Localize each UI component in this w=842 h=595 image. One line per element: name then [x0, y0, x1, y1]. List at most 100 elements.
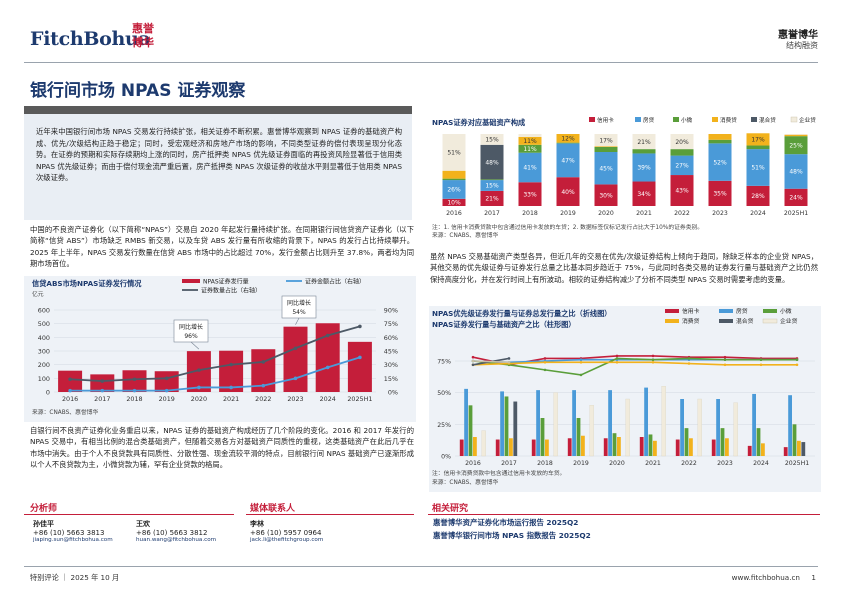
stack-segment-2: [480, 179, 504, 181]
x-tick-label: 2022: [681, 460, 697, 467]
legend-label-1: 房贷: [643, 116, 655, 124]
bar-ratio-3: [617, 437, 621, 456]
bar-ratio-5: [697, 398, 702, 457]
x-tick-label: 2017: [484, 210, 500, 217]
bar-ratio-0: [711, 439, 716, 456]
brand-name: 惠誉博华: [778, 30, 818, 41]
y2-tick-label: 30%: [384, 361, 398, 369]
stack-segment-2: [442, 178, 466, 181]
line-count-share-point: [293, 346, 298, 351]
legend-swatch-5: [790, 116, 798, 123]
segment-label: 43%: [675, 188, 689, 195]
bar-ratio-0: [567, 438, 572, 456]
line-count-share-point: [325, 333, 330, 338]
stack-segment-5: [518, 134, 542, 137]
stack-segment-5: [594, 134, 618, 147]
segment-label: 47%: [561, 157, 575, 164]
analyst-1-email[interactable]: jiaping.sun@fitchbohua.com: [33, 537, 113, 543]
segment-label: 21%: [637, 139, 651, 146]
line-point-2: [651, 358, 655, 362]
bar-ratio-2: [648, 434, 653, 456]
bar-ratio-2: [720, 428, 725, 456]
stack-segment-2: [784, 136, 808, 155]
stack-segment-1: [708, 143, 732, 181]
stack-segment-5: [784, 134, 808, 135]
title-bar: [24, 106, 412, 114]
bar-ratio-0: [531, 439, 536, 456]
line-senior-ratio-5: [472, 360, 510, 364]
bar-ratio-3: [689, 438, 693, 456]
chart-ratio-source: 来源：CNABS、惠誉博华: [432, 480, 499, 486]
line-amount-share-point: [293, 376, 298, 381]
line-point-2: [543, 368, 547, 372]
legend-swatch-0: [589, 117, 595, 122]
line-point-0: [723, 355, 727, 359]
x-tick-label: 2019: [159, 395, 175, 403]
related-link-1[interactable]: 惠誉博华资产证券化市场运行报告 2025Q2: [433, 518, 579, 527]
x-tick-label: 2020: [598, 210, 614, 217]
segment-label: 33%: [523, 191, 537, 198]
footer-site[interactable]: www.fitchbohua.cn: [731, 573, 800, 582]
line-count-share-point: [164, 376, 169, 381]
footer-report-date: 特别评论 ｜ 2025 年 10 月: [30, 573, 120, 582]
legend-label-3: 消费贷: [682, 317, 700, 325]
line-amount-share-point: [229, 385, 233, 390]
segment-label: 28%: [751, 193, 765, 200]
x-tick-label: 2019: [573, 460, 589, 467]
x-tick-label: 2016: [446, 210, 462, 217]
y2-tick-label: 0%: [388, 389, 398, 397]
legend-label-0: 信用卡: [682, 307, 700, 315]
bar-ratio-2: [612, 433, 617, 456]
segment-label: 20%: [675, 139, 689, 146]
media-contact: 李林 +86 (10) 5957 0964 jack.li@thefitchgr…: [250, 519, 323, 543]
bar-ratio-2: [756, 428, 761, 456]
analyst-2-email[interactable]: huan.wang@fitchbohua.com: [136, 537, 217, 543]
segment-label: 30%: [599, 192, 613, 199]
chart-ratio-title-bar: NPAS证券发行量与基础资产之比（柱形图）: [432, 320, 576, 329]
stack-segment-1: [670, 155, 694, 176]
stack-segment-0: [480, 190, 504, 206]
segment-label: 27%: [675, 163, 689, 170]
stack-segment-5: [670, 134, 694, 150]
line-amount-share-point: [261, 383, 266, 388]
bar-ratio-2: [792, 424, 797, 456]
legend-label-count-share: 证券数量占比（右轴）: [201, 287, 261, 295]
bar-npas-issuance: [90, 374, 115, 392]
segment-label: 35%: [713, 191, 727, 198]
header-divider: [24, 62, 818, 63]
segment-label: 15%: [485, 137, 499, 144]
x-tick-label: 2024: [750, 210, 766, 217]
stack-segment-1: [556, 143, 580, 178]
bar-ratio-3: [725, 438, 729, 456]
legend-swatch-3: [712, 117, 718, 122]
related-link-2[interactable]: 惠誉博华银行间市场 NPAS 指数报告 2025Q2: [433, 531, 591, 540]
bar-ratio-1: [680, 399, 684, 456]
segment-label: 52%: [713, 159, 727, 166]
paragraph-composition: 自银行间不良资产证券化业务重启以来，NPAS 证券的基础资产构成经历了几个阶段的…: [30, 426, 414, 470]
bar-ratio-5: [553, 392, 558, 457]
y-tick-label: 0%: [441, 454, 451, 461]
x-tick-label: 2016: [62, 395, 78, 403]
stack-segment-3: [442, 170, 466, 179]
bar-npas-issuance: [122, 370, 147, 392]
paragraph-intro: 中国的不良资产证券化（以下简称“NPAS”）交易自 2020 年起发行量持续扩张…: [30, 225, 414, 269]
line-amount-share-point: [358, 355, 362, 360]
stack-segment-2: [556, 142, 580, 144]
media-email[interactable]: jack.li@thefitchgroup.com: [250, 537, 324, 543]
bar-ratio-3: [545, 439, 549, 456]
segment-label: 25%: [789, 142, 803, 149]
stack-segment-3: [518, 136, 542, 145]
stack-segment-1: [784, 154, 808, 189]
bar-ratio-1: [536, 390, 540, 456]
line-point-0: [471, 355, 475, 359]
bar-ratio-0: [603, 438, 608, 456]
line-amount-share-point: [197, 385, 201, 390]
analyst-1-phone: +86 (10) 5663 3813: [33, 529, 105, 537]
legend-label-1: 房贷: [736, 307, 748, 315]
y2-tick-label: 90%: [384, 307, 398, 315]
bar-ratio-1: [716, 399, 720, 456]
y-tick-label: 600: [38, 307, 50, 315]
y2-tick-label: 60%: [384, 334, 398, 342]
bar-ratio-2: [576, 418, 581, 456]
footer-divider: [24, 566, 818, 567]
